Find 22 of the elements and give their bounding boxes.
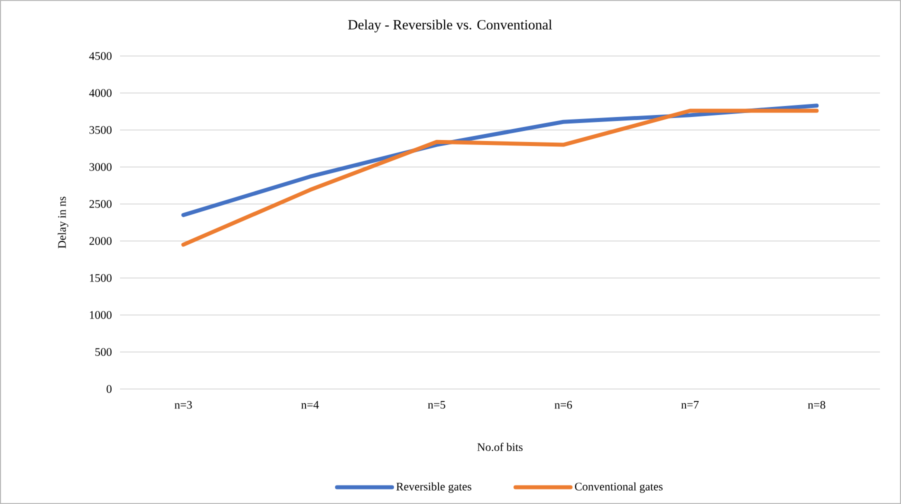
x-tick-label: n=5 [428,401,446,409]
y-axis-title: Delay in ns [58,196,68,248]
x-tick-label: n=6 [554,401,572,409]
x-tick-label: n=4 [301,401,319,409]
y-tick-label: 3000 [90,163,112,171]
y-tick-label: 4500 [89,52,112,60]
x-tick-label: n=8 [808,401,826,409]
legend-label: Conventional gates [574,482,663,493]
line-series [181,108,819,247]
y-tick-label: 500 [95,348,112,356]
y-tick-label: 0 [106,385,112,393]
x-tick-label: n=3 [174,401,192,409]
y-tick-label: 1500 [90,274,112,282]
x-tick-label: n=7 [681,401,699,409]
y-tick-label: 2500 [89,200,112,208]
legend-label: Reversible gates [396,482,472,493]
chart-title: Delay - Reversible vs. Conventional [348,20,552,32]
x-axis-title: No.of bits [477,442,523,452]
y-tick-label: 4000 [89,89,112,97]
y-tick-label: 1000 [90,311,112,319]
y-tick-label: 2000 [89,237,112,245]
y-tick-label: 3500 [90,126,112,134]
